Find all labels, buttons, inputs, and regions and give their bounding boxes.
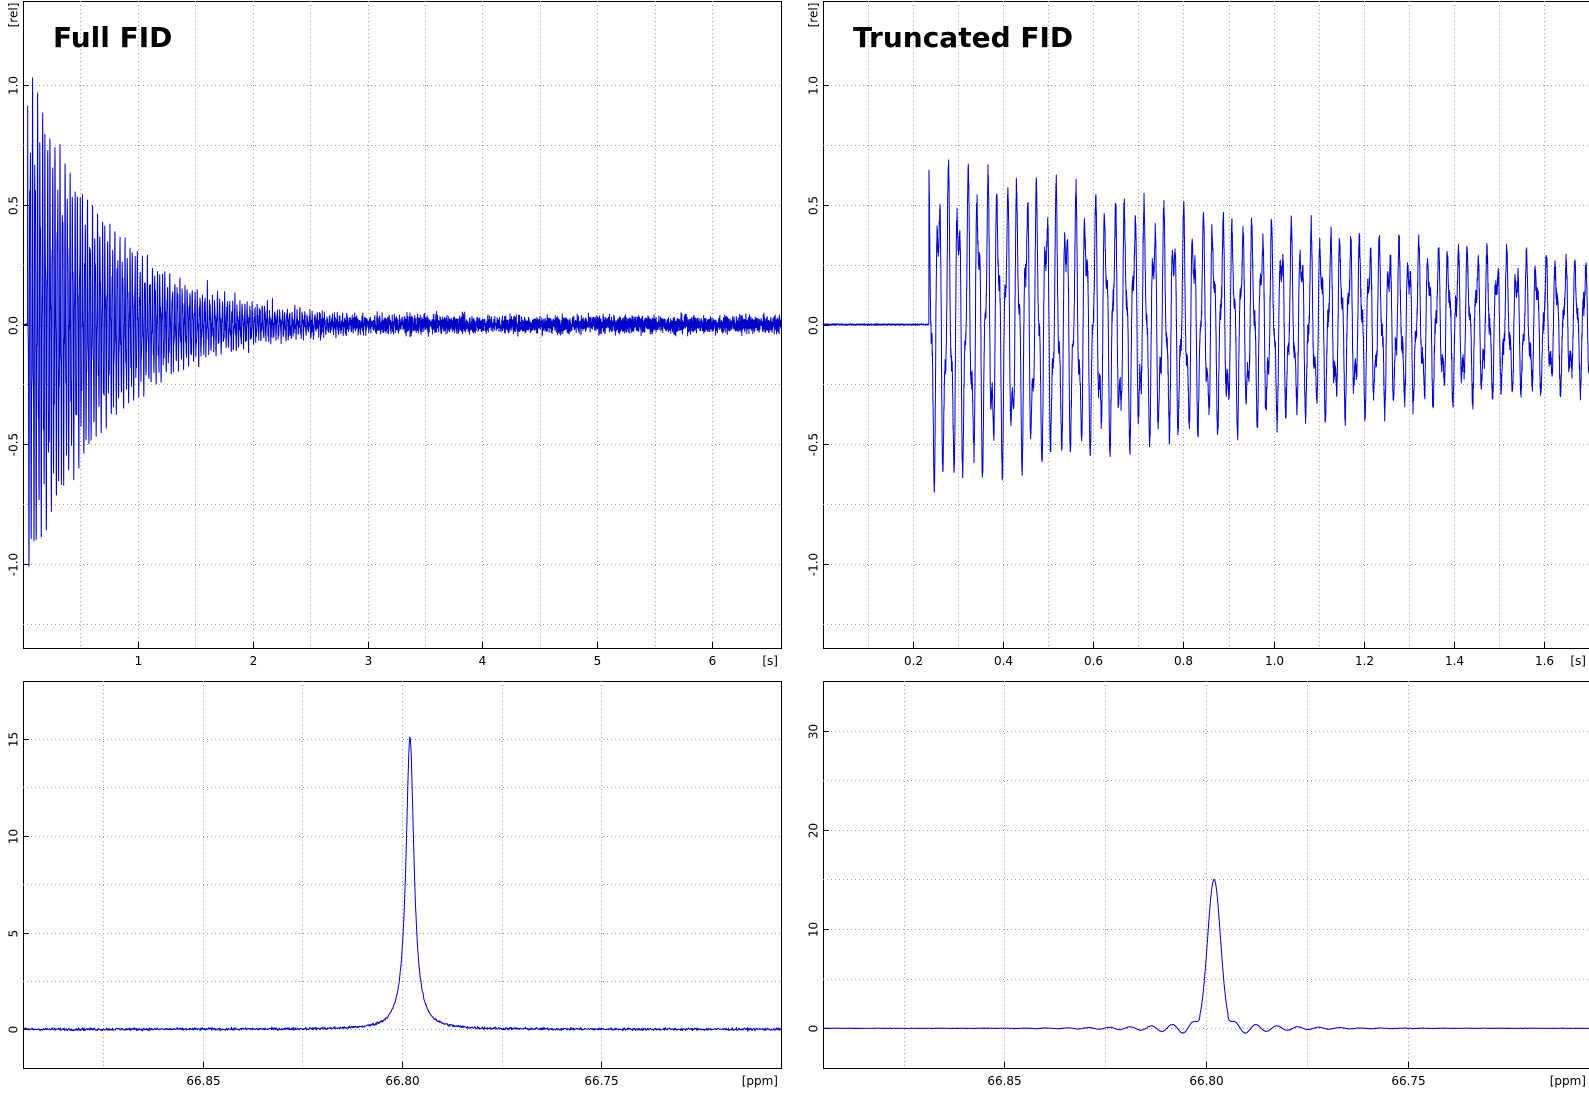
- panel-title: Truncated FID: [853, 21, 1073, 54]
- x-tick-label: 66.85: [987, 1074, 1021, 1088]
- y-tick-label: 0.5: [807, 196, 821, 215]
- y-tick-label: 20: [807, 823, 821, 838]
- full-fid-panel: 1 2 3 4 5 6 1.0 0.5 0.0 -0.5 -1.0 [s] [rel] Full FID: [7, 1, 782, 668]
- x-tick-label: 66.75: [584, 1074, 618, 1088]
- x-tick-label: 0.6: [1084, 654, 1103, 668]
- y-tick-label: 15: [7, 732, 21, 747]
- y-tick-label: 10: [807, 922, 821, 937]
- x-tick-label: 3: [365, 654, 373, 668]
- x-tick-label: 66.80: [385, 1074, 419, 1088]
- y-tick-label: 1.0: [7, 76, 21, 95]
- x-tick-label: 1.4: [1445, 654, 1464, 668]
- y-axis-unit: [rel]: [807, 3, 821, 28]
- panel-title: Full FID: [53, 21, 172, 54]
- truncated-fid-spectrum-panel: 66.85 66.80 66.75 30 20 10 0 [ppm]: [807, 681, 1589, 1088]
- x-tick-label: 66.85: [186, 1074, 220, 1088]
- truncated-fid-panel: 0.2 0.4 0.6 0.8 1.0 1.2 1.4 1.6 1.0 0.5 0.0 -0.5 -1.…: [807, 1, 1589, 668]
- x-tick-label: 2: [250, 654, 258, 668]
- x-tick-label: 1.2: [1355, 654, 1374, 668]
- y-tick-label: 10: [7, 829, 21, 844]
- x-axis-unit: [ppm]: [1550, 1074, 1586, 1088]
- y-tick-label: 1.0: [807, 76, 821, 95]
- series-trace: [822, 159, 1589, 493]
- x-axis-unit: [s]: [1570, 654, 1586, 668]
- x-axis-unit: [ppm]: [742, 1074, 778, 1088]
- x-tick-label: 6: [709, 654, 717, 668]
- x-tick-label: 1: [135, 654, 143, 668]
- y-tick-label: -0.5: [807, 433, 821, 456]
- x-tick-label: 1.6: [1535, 654, 1554, 668]
- y-tick-label: 30: [807, 724, 821, 739]
- x-tick-label: 66.80: [1189, 1074, 1223, 1088]
- x-tick-label: 0.4: [994, 654, 1013, 668]
- y-tick-label: 0: [807, 1025, 821, 1033]
- series-trace: [22, 736, 782, 1032]
- y-tick-label: 0: [7, 1026, 21, 1034]
- x-tick-label: 0.8: [1174, 654, 1193, 668]
- y-axis-unit: [rel]: [7, 3, 21, 28]
- x-tick-label: 5: [594, 654, 602, 668]
- y-tick-label: -1.0: [807, 553, 821, 576]
- x-axis-unit: [s]: [762, 654, 778, 668]
- x-tick-label: 66.75: [1391, 1074, 1425, 1088]
- x-tick-label: 1.0: [1265, 654, 1284, 668]
- x-tick-label: 4: [479, 654, 487, 668]
- series-trace: [822, 878, 1589, 1034]
- full-fid-spectrum-panel: 66.85 66.80 66.75 15 10 5 0 [ppm]: [7, 681, 782, 1088]
- x-tick-label: 0.2: [904, 654, 923, 668]
- y-tick-label: 5: [7, 930, 21, 938]
- y-tick-label: 0.5: [7, 196, 21, 215]
- series-trace: [22, 77, 782, 567]
- y-tick-label: 0.0: [7, 316, 21, 335]
- plot-frame: [823, 681, 1589, 1069]
- y-tick-label: -1.0: [7, 553, 21, 576]
- y-tick-label: -0.5: [7, 433, 21, 456]
- y-tick-label: 0.0: [807, 316, 821, 335]
